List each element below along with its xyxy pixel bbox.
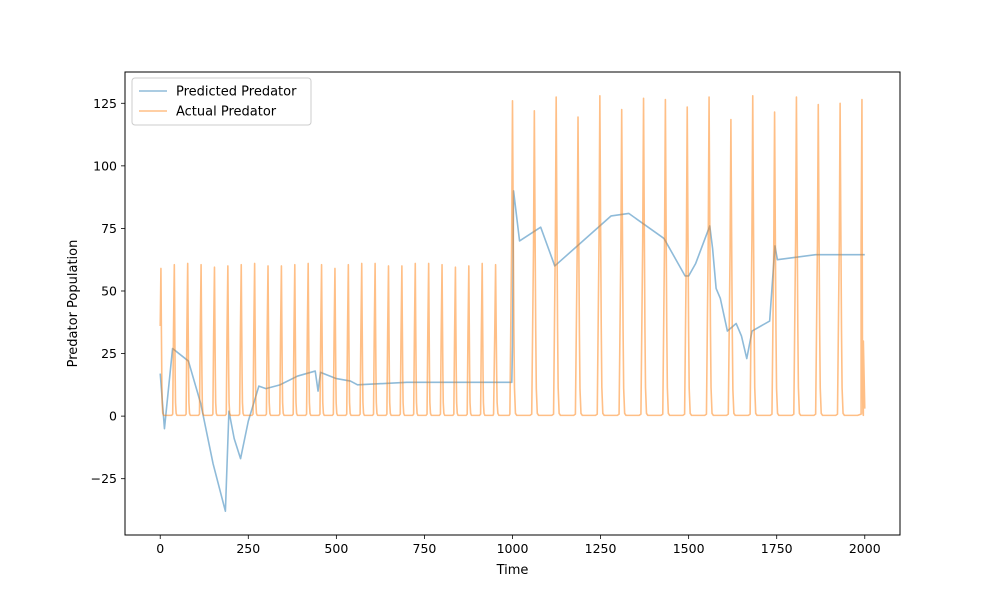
predicted-predator-line [159, 190, 865, 513]
actual-predator-line [159, 94, 866, 417]
x-tick-label: 500 [324, 541, 348, 556]
y-tick-label: 50 [101, 283, 117, 298]
legend-label-predicted: Predicted Predator [176, 85, 297, 100]
x-tick-label: 250 [236, 541, 260, 556]
legend-box [131, 77, 312, 126]
y-tick-label: 0 [109, 409, 117, 424]
x-tick-label: 750 [413, 541, 437, 556]
y-tick-label: 100 [93, 158, 117, 173]
y-tick-label: 25 [101, 346, 117, 361]
x-axis-ticks: 0 250 500 750 1000 1250 1500 1750 2000 [156, 535, 881, 556]
legend: Predicted Predator Actual Predator [131, 77, 312, 126]
x-tick-label: 2000 [849, 541, 881, 556]
y-tick-label: 125 [93, 96, 117, 111]
y-axis-label: Predator Population [66, 240, 81, 368]
x-tick-label: 0 [156, 541, 164, 556]
x-tick-label: 1750 [761, 541, 793, 556]
x-tick-label: 1000 [497, 541, 529, 556]
y-tick-label: 75 [101, 221, 117, 236]
legend-label-actual: Actual Predator [176, 105, 277, 120]
x-axis-label: Time [496, 563, 529, 578]
y-axis-ticks: −25 0 25 50 75 100 125 [91, 96, 125, 486]
y-tick-label: −25 [91, 471, 117, 486]
x-tick-label: 1250 [585, 541, 617, 556]
x-tick-label: 1500 [673, 541, 705, 556]
series-layer [159, 94, 866, 513]
